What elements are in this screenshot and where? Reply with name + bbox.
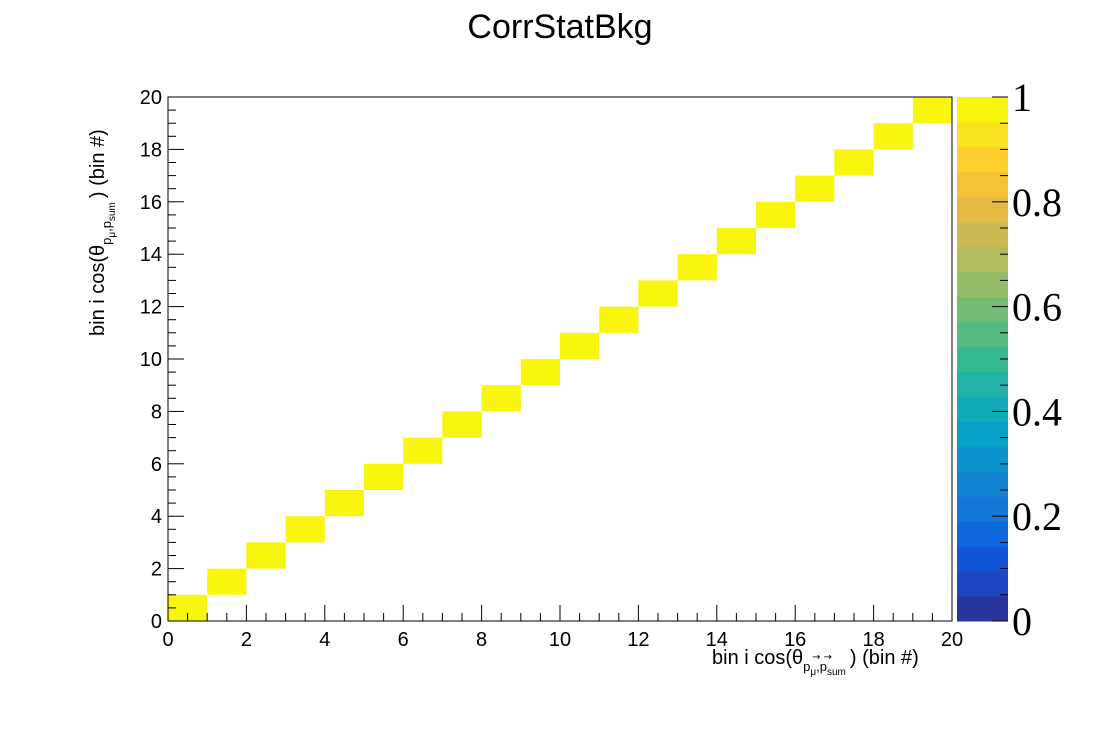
colorbar-segment [957,296,1008,323]
heatmap-cell [442,411,482,438]
y-tick-label: 10 [140,349,162,371]
colorbar-segment [957,346,1008,372]
heatmap-cell [912,97,952,124]
colorbar-segment [957,546,1008,572]
x-tick-label: 14 [706,629,728,651]
colorbar-segment [957,121,1008,148]
heatmap-cell [560,332,600,359]
heatmap-cell [677,254,717,281]
heatmap-cell [520,359,560,386]
heatmap-cell [246,542,286,569]
y-tick-label: 6 [151,454,162,476]
colorbar-segment [957,271,1008,298]
colorbar-segment [957,171,1008,198]
colorbar-segment [957,521,1008,547]
x-tick-label: 2 [241,629,252,651]
x-tick-label: 18 [862,629,884,651]
x-tick-label: 20 [941,629,963,651]
chart-title: CorrStatBkg [467,8,652,46]
y-tick-label: 8 [151,401,162,423]
heatmap-cell [716,228,756,255]
heatmap-cell [834,149,874,176]
y-tick-label: 12 [140,297,162,319]
y-axis-title: bin i cos(θpμ,psum) (bin #) [87,129,118,336]
y-tick-label: 20 [140,87,162,109]
x-tick-label: 16 [784,629,806,651]
colorbar-segment [957,321,1008,348]
colorbar-segment [957,496,1008,522]
colorbar-tick-labels: 0 0.2 0.4 0.6 0.8 1 [992,75,1062,644]
x-tick-label: 8 [476,629,487,651]
y-tick-label: 4 [151,506,162,528]
colorbar-segment [957,97,1008,123]
x-tick-label: 6 [398,629,409,651]
heatmap-cell [756,201,796,228]
heatmap-cell [403,437,443,464]
y-axis-ticks: 0 2 4 6 8 10 12 14 16 18 20 [140,87,184,633]
heatmap-cells [168,97,952,621]
colorbar-segment [957,371,1008,397]
colorbar-segment [957,221,1008,248]
heatmap-cell [638,280,678,307]
heatmap-cell [873,123,913,150]
heatmap-cell [364,463,404,490]
colorbar-segment [957,471,1008,497]
y-tick-label: 0 [151,611,162,633]
x-axis-title: bin i cos(θpμ,psum) (bin #) → → [712,647,919,678]
x-tick-label: 12 [627,629,649,651]
heatmap-cell [207,568,247,595]
colorbar-tick-label: 0.6 [1012,285,1062,330]
colorbar-tick-label: 1 [1012,75,1032,120]
colorbar-tick-label: 0.8 [1012,180,1062,225]
colorbar-segment [957,396,1008,422]
colorbar-tick-label: 0 [1012,599,1032,644]
x-axis-ticks: 0 2 4 6 8 10 12 14 16 18 20 [162,605,963,651]
x-tick-label: 4 [319,629,330,651]
y-tick-label: 18 [140,139,162,161]
y-tick-label: 16 [140,192,162,214]
heatmap-cell [324,490,364,517]
colorbar-segment [957,571,1008,597]
heatmap-cell [599,306,639,333]
x-tick-label: 0 [162,629,173,651]
heatmap-cell [285,516,325,543]
y-tick-label: 2 [151,559,162,581]
colorbar-segment [957,446,1008,472]
colorbar-segment [957,421,1008,447]
x-vector-arrows: → → [812,652,832,663]
svg-text:bin i cos(θpμ,psum) (bin #): bin i cos(θpμ,psum) (bin #) [87,129,118,336]
heatmap-cell [795,175,835,202]
colorbar-tick-label: 0.4 [1012,389,1062,434]
colorbar-segment [957,146,1008,173]
colorbar-tick-label: 0.2 [1012,494,1062,539]
x-tick-label: 10 [549,629,571,651]
colorbar [957,97,1008,622]
y-tick-label: 14 [140,244,162,266]
svg-text:bin i cos(θpμ,psum) (bin #): bin i cos(θpμ,psum) (bin #) [712,647,919,678]
heatmap-cell [481,385,521,412]
colorbar-segment [957,196,1008,223]
colorbar-segment [957,246,1008,273]
colorbar-segment [957,596,1008,622]
